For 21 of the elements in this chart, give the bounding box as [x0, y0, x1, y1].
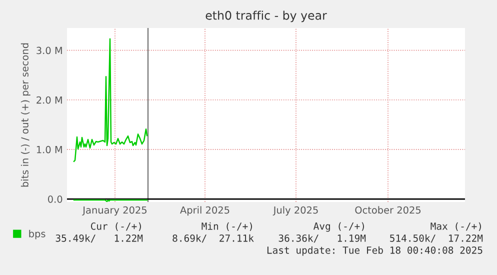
text: Max (-/+) [430, 222, 481, 231]
text: 8.69k/ 27.11k [172, 234, 254, 243]
text: 35.49k/ 1.22M [56, 234, 143, 243]
y-tick-label: 2.0 M [36, 96, 62, 104]
x-tick-label: January 2025 [82, 206, 146, 216]
text: Last update: Tue Feb 18 00:40:08 2025 [267, 246, 482, 256]
legend-label: bps [29, 230, 46, 240]
y-axis-title: bits in (-) / out (+) per second [20, 43, 30, 187]
y-tick-label: 0.0 [48, 196, 62, 203]
text: Avg (-/+) [314, 222, 364, 232]
text: Cur (-/+) [90, 222, 141, 231]
chart-title: eth0 traffic - by year [206, 10, 327, 22]
text: 514.50k/ 17.22M [390, 234, 483, 243]
x-tick-label: July 2025 [272, 206, 318, 216]
line-series [73, 38, 148, 162]
text: 36.36k/ 1.19M [278, 234, 366, 243]
x-tick-label: October 2025 [355, 206, 421, 214]
y-tick-label: 1.0 M [36, 146, 62, 154]
text: Min (-/+) [202, 222, 252, 231]
x-tick-label: April 2025 [180, 206, 230, 216]
y-tick-label: 3.0 M [36, 46, 62, 54]
